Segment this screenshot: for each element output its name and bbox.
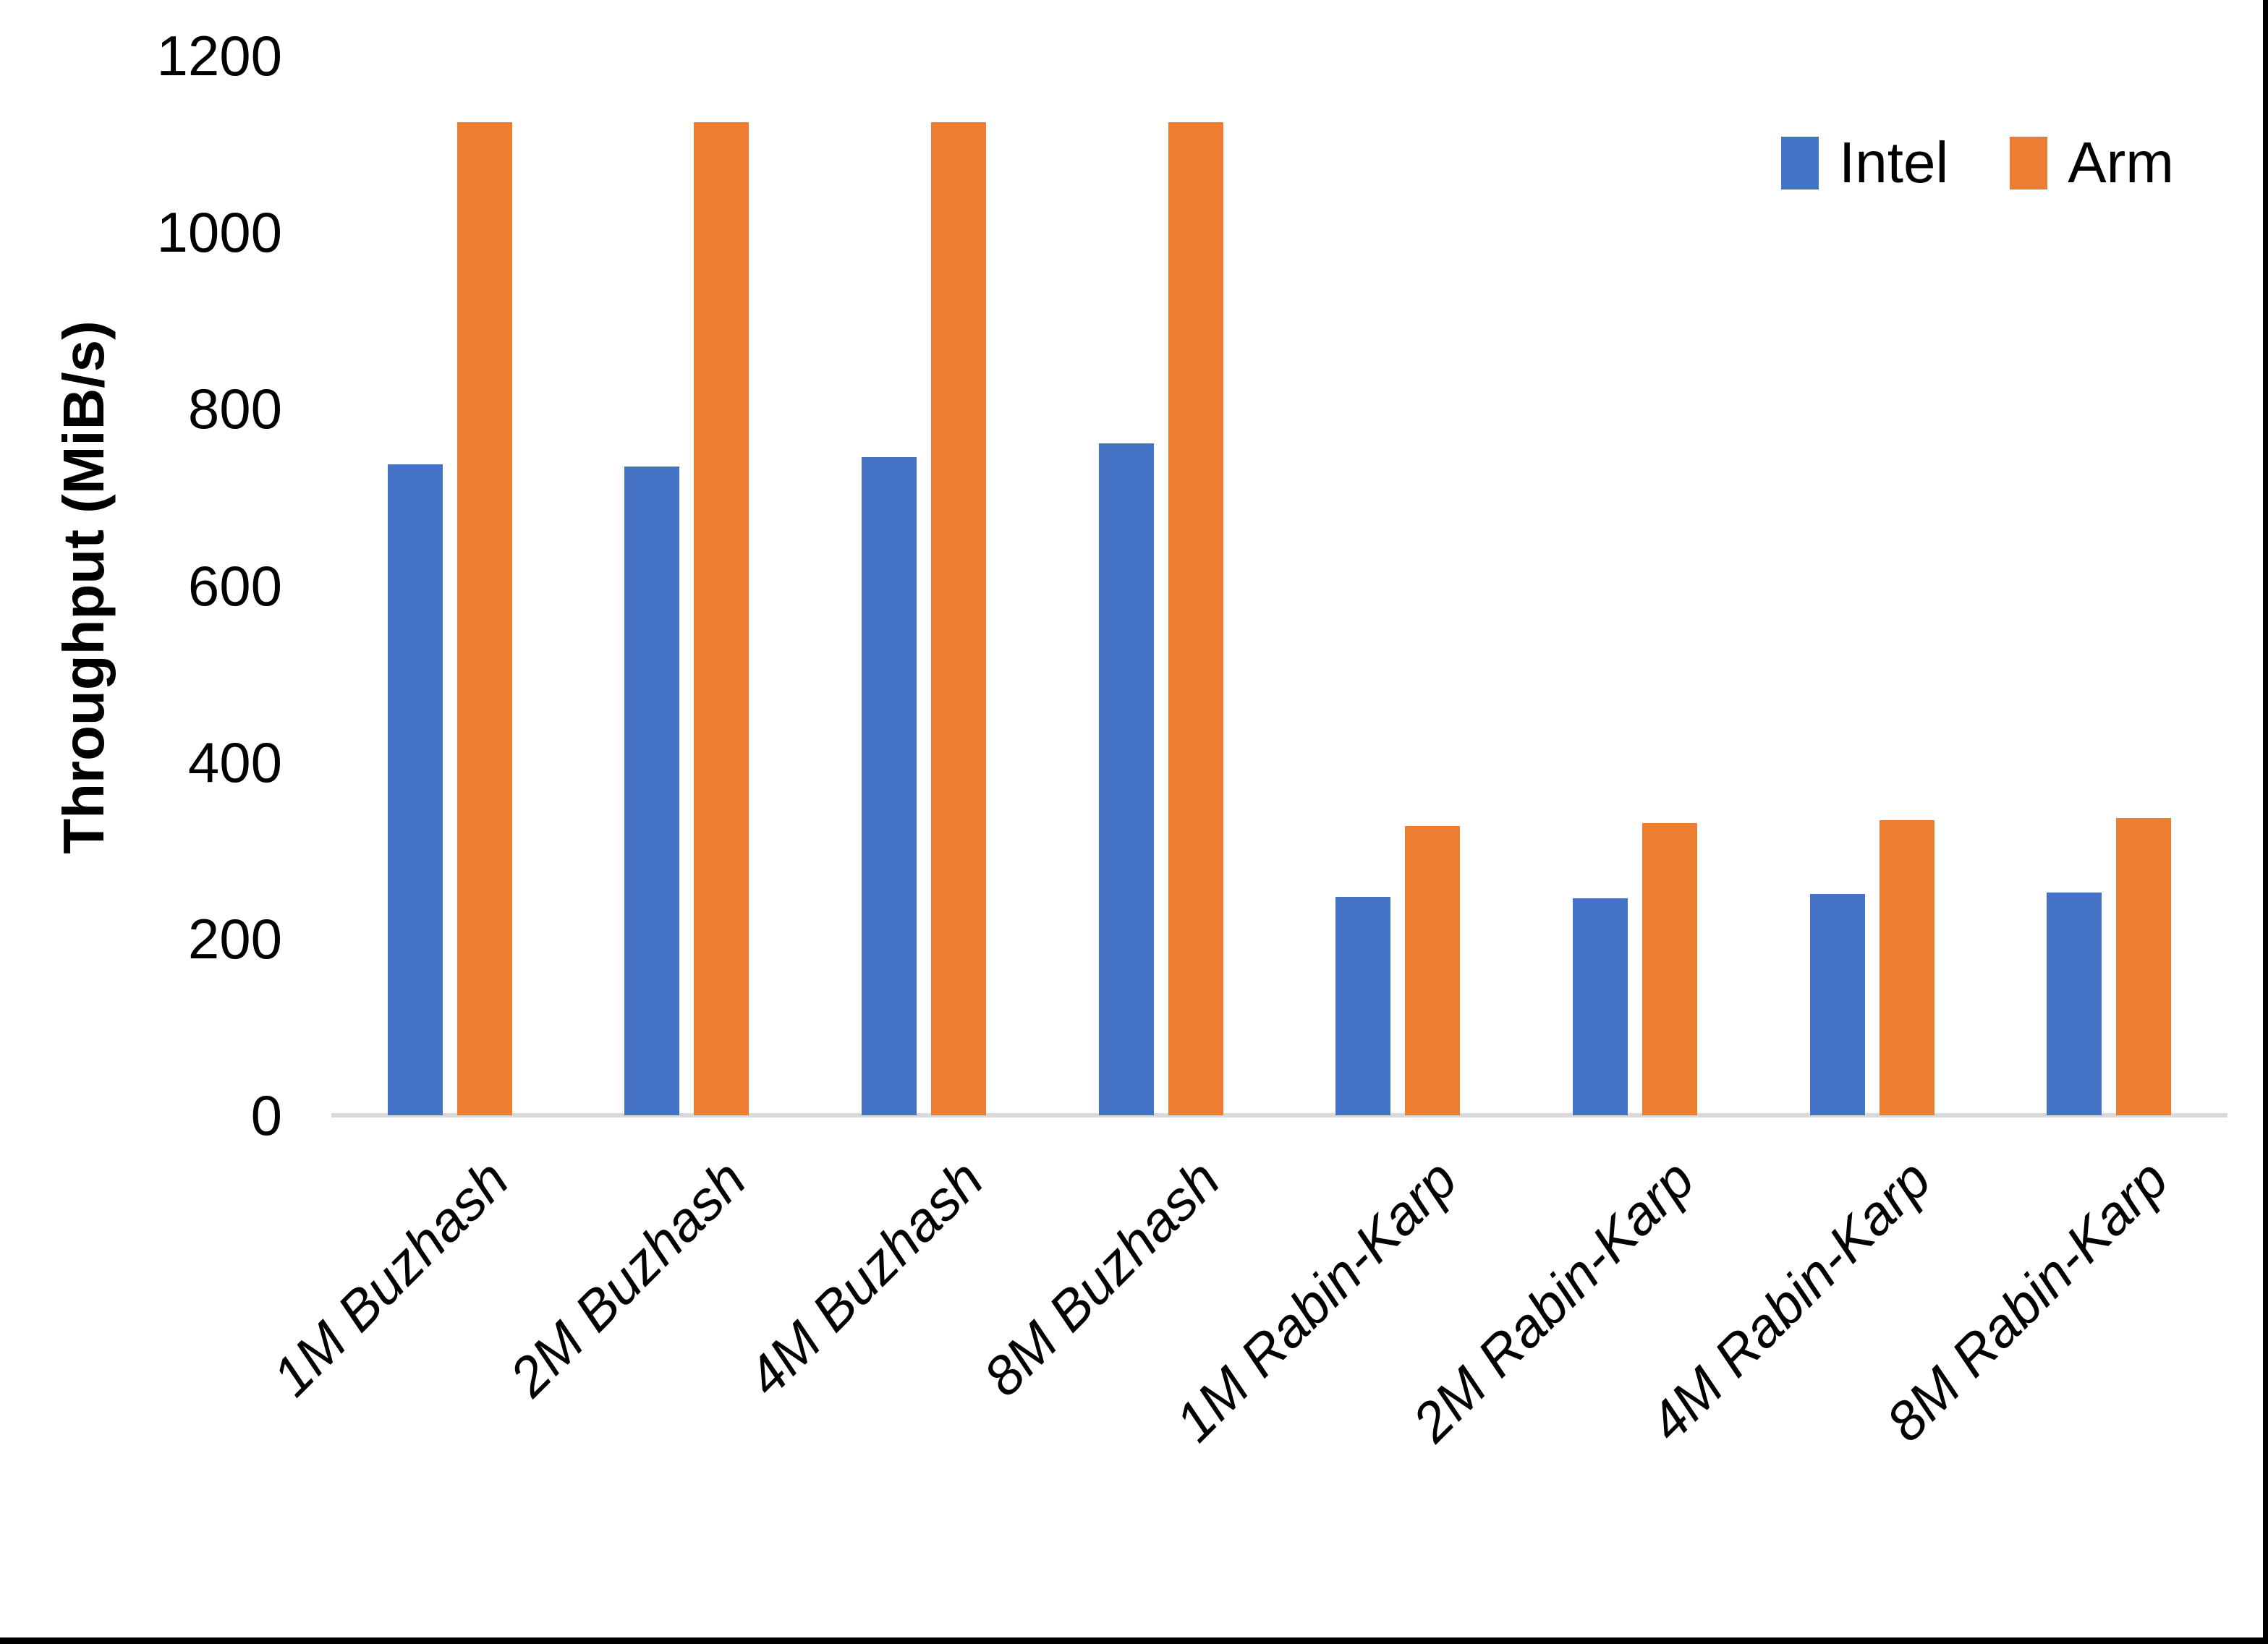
y-axis-tick-label: 1000 <box>156 200 282 265</box>
bar-arm-8 <box>2116 818 2172 1115</box>
y-axis-tick-label: 400 <box>187 730 282 794</box>
bar-arm-1 <box>456 122 512 1115</box>
legend-item-arm: Arm <box>2010 129 2174 197</box>
bar-intel-1 <box>387 464 443 1115</box>
legend-item-intel: Intel <box>1781 129 1948 197</box>
legend-label: Arm <box>2068 130 2174 195</box>
legend-label: Intel <box>1839 130 1949 195</box>
bar-arm-6 <box>1641 823 1697 1115</box>
legend-swatch-intel <box>1781 136 1819 189</box>
y-axis-tick-label: 1200 <box>156 24 282 88</box>
bar-arm-7 <box>1879 820 1934 1115</box>
legend: Intel Arm <box>1781 129 2174 197</box>
bar-intel-5 <box>1335 897 1391 1115</box>
bar-intel-8 <box>2047 893 2102 1115</box>
x-category-label: 1M Buzhash <box>261 1149 521 1408</box>
bar-intel-6 <box>1572 898 1628 1115</box>
y-axis-tick-label: 200 <box>187 906 282 971</box>
y-axis-tick-label: 0 <box>250 1083 282 1147</box>
bar-arm-4 <box>1168 122 1223 1115</box>
x-category-label: 8M Buzhash <box>972 1149 1232 1408</box>
bar-arm-2 <box>694 122 749 1115</box>
legend-swatch-arm <box>2010 136 2048 189</box>
bar-arm-5 <box>1405 826 1461 1115</box>
bar-arm-3 <box>931 122 987 1115</box>
x-category-label: 4M Buzhash <box>735 1149 995 1408</box>
x-axis-line <box>331 1113 2227 1117</box>
y-axis-tick-label: 800 <box>187 377 282 441</box>
bar-intel-7 <box>1809 894 1865 1115</box>
bar-intel-4 <box>1098 443 1154 1115</box>
y-axis-tick-label: 600 <box>187 553 282 618</box>
window-border-right <box>2263 0 2268 1644</box>
bar-intel-3 <box>862 457 917 1115</box>
x-category-label: 2M Buzhash <box>498 1149 758 1408</box>
bar-intel-2 <box>624 467 680 1115</box>
window-border-bottom <box>0 1637 2268 1644</box>
